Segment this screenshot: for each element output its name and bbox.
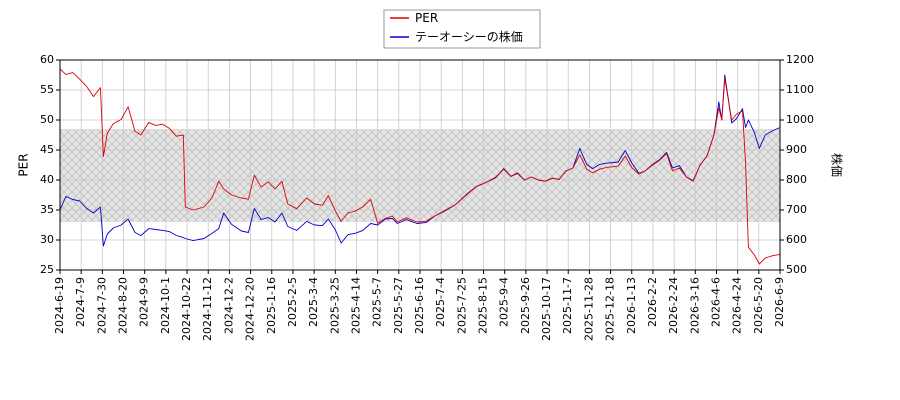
x-tick-label: 2026-4-6 [709,277,722,327]
x-tick-label: 2024-8-20 [117,277,130,334]
y-tick-label-left: 30 [40,233,54,246]
x-axis: 2024-6-19 2024-7-9 2024-7-30 2024-8-20 2024-… [53,270,786,341]
left-axis: 25 30 35 40 45 50 55 60 [40,53,60,276]
x-tick-label: 2026-3-16 [688,277,701,334]
grid-layer [59,59,781,271]
x-tick-label: 2024-12-20 [244,277,257,341]
x-tick-label: 2025-2-5 [286,277,299,327]
x-tick-label: 2025-10-17 [540,277,553,341]
x-tick-label: 2024-7-30 [95,277,108,334]
y-tick-label-right: 900 [786,143,807,156]
x-tick-label: 2025-8-15 [477,277,490,334]
y-tick-label-right: 500 [786,263,807,276]
series-layer [60,68,780,265]
y-tick-label-left: 35 [40,203,54,216]
x-tick-label: 2024-10-1 [159,277,172,334]
y-tick-label-left: 50 [40,113,54,126]
x-tick-label: 2024-11-12 [201,277,214,341]
legend: PER テーオーシーの株価 [383,9,541,49]
y-tick-label-right: 600 [786,233,807,246]
right-axis: 500 600 700 800 900 1000 1100 1200 [780,53,814,276]
legend-label-per: PER [415,11,438,25]
y-tick-label-right: 700 [786,203,807,216]
x-tick-label: 2026-1-13 [625,277,638,334]
x-tick-label: 2025-3-4 [307,277,320,327]
y-tick-label-right: 800 [786,173,807,186]
x-tick-label: 2024-9-9 [138,277,151,327]
x-tick-label: 2026-2-2 [646,277,659,327]
x-tick-label: 2025-9-4 [498,277,511,327]
y-axis-label-left: PER [17,153,31,176]
legend-label-price: テーオーシーの株価 [415,29,523,44]
x-tick-label: 2026-2-24 [667,277,680,334]
y-tick-label-left: 60 [40,53,54,66]
x-tick-label: 2026-5-20 [752,277,765,334]
x-tick-label: 2025-6-16 [413,277,426,334]
x-tick-label: 2026-4-24 [731,277,744,334]
y-tick-label-left: 25 [40,263,54,276]
x-tick-label: 2025-5-27 [392,277,405,334]
x-tick-label: 2025-1-16 [265,277,278,334]
y-tick-label-left: 40 [40,173,54,186]
y-axis-label-right: 株価 [830,153,845,177]
x-tick-label: 2026-6-9 [773,277,786,327]
x-tick-label: 2025-12-18 [604,277,617,341]
x-tick-label: 2024-6-19 [53,277,66,334]
x-tick-label: 2024-12-2 [222,277,235,334]
y-tick-label-right: 1200 [786,53,814,66]
y-tick-label-right: 1100 [786,83,814,96]
legend-box [383,9,541,49]
x-tick-label: 2025-7-25 [455,277,468,334]
y-tick-label-right: 1000 [786,113,814,126]
x-tick-label: 2025-4-14 [349,277,362,334]
y-tick-label-left: 55 [40,83,54,96]
x-tick-label: 2025-3-25 [328,277,341,334]
x-tick-label: 2025-11-7 [561,277,574,334]
x-tick-label: 2025-11-28 [582,277,595,341]
x-tick-label: 2024-10-22 [180,277,193,341]
x-tick-label: 2025-7-4 [434,277,447,327]
x-tick-label: 2024-7-9 [74,277,87,327]
x-tick-label: 2025-9-26 [519,277,532,334]
y-tick-label-left: 45 [40,143,54,156]
x-tick-label: 2025-5-7 [371,277,384,327]
series-line-per [60,68,780,265]
